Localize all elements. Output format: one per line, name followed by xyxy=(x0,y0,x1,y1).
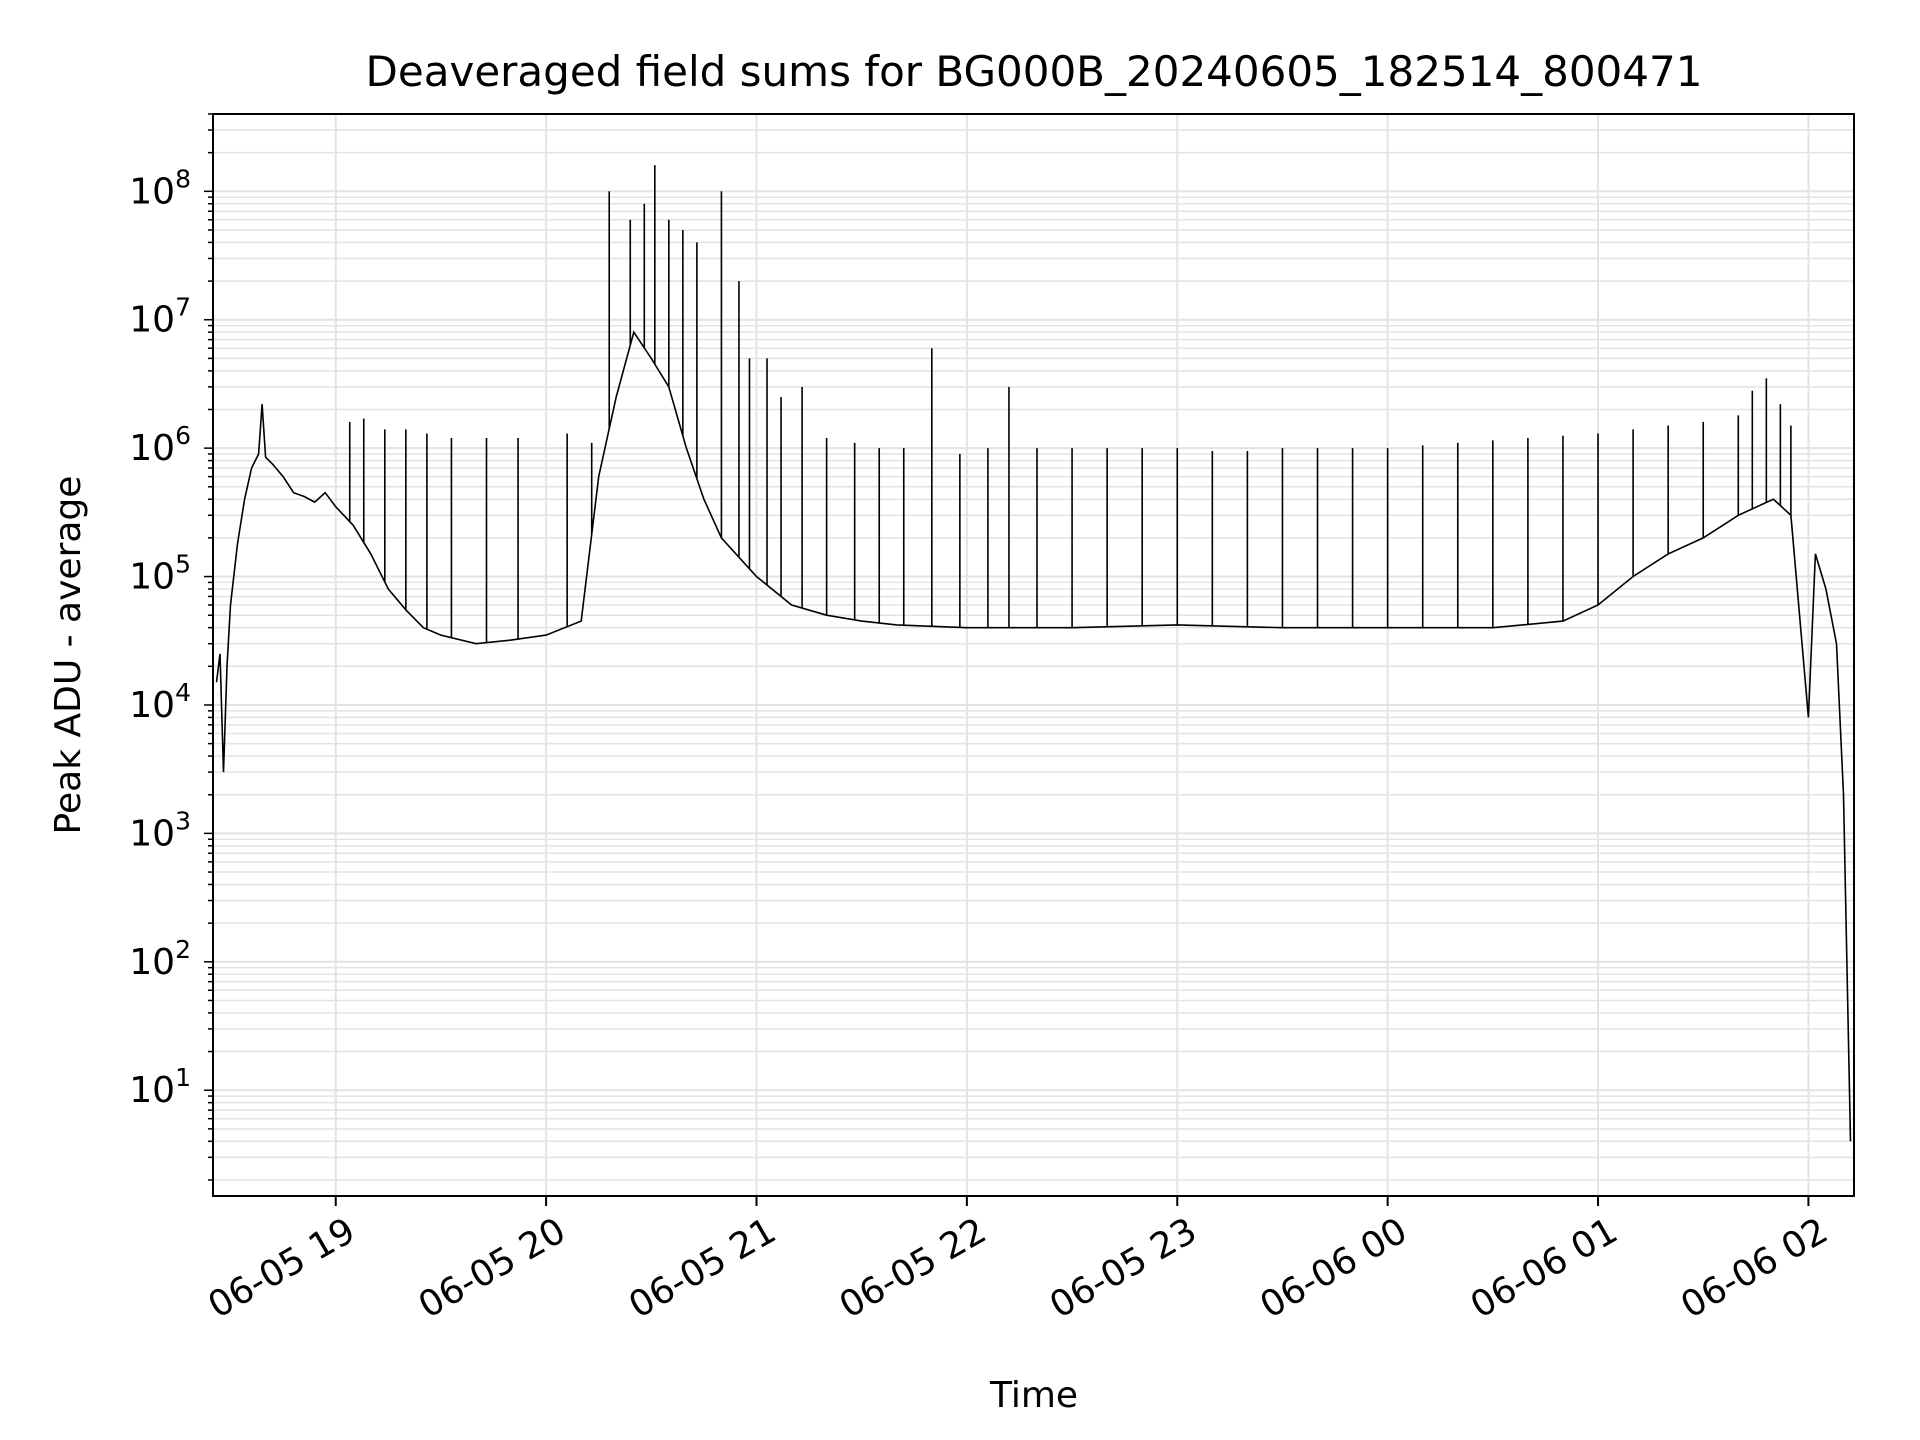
y-tick-base: 10 xyxy=(129,1070,175,1111)
chart-title: Deaveraged field sums for BG000B_2024060… xyxy=(366,47,1703,96)
y-tick-exponent: 6 xyxy=(175,421,191,450)
y-tick-label: 107 xyxy=(129,293,191,341)
y-tick-label: 105 xyxy=(129,550,191,598)
plot-frame xyxy=(212,113,1855,1197)
y-tick-exponent: 3 xyxy=(175,806,191,835)
series-layer xyxy=(215,165,1852,1142)
y-tick-label: 102 xyxy=(129,935,191,983)
y-tick-base: 10 xyxy=(129,557,175,598)
y-tick-exponent: 7 xyxy=(175,293,191,322)
y-tick-exponent: 1 xyxy=(175,1063,191,1092)
y-tick-base: 10 xyxy=(129,685,175,726)
grid xyxy=(213,113,1854,1196)
y-tick-label: 106 xyxy=(129,421,191,469)
y-tick-base: 10 xyxy=(129,171,175,212)
y-tick-label: 103 xyxy=(129,806,191,854)
x-axis-label: Time xyxy=(989,1375,1078,1416)
y-tick-exponent: 8 xyxy=(175,164,191,193)
y-axis-label: Peak ADU - average xyxy=(48,476,89,835)
y-tick-base: 10 xyxy=(129,942,175,983)
y-tick-label: 108 xyxy=(129,164,191,212)
y-tick-base: 10 xyxy=(129,300,175,341)
y-tick-exponent: 4 xyxy=(175,678,191,707)
y-tick-label: 101 xyxy=(129,1063,191,1111)
y-tick-label: 104 xyxy=(129,678,191,726)
y-tick-exponent: 5 xyxy=(175,550,191,579)
y-tick-base: 10 xyxy=(129,428,175,469)
y-tick-base: 10 xyxy=(129,813,175,854)
y-tick-exponent: 2 xyxy=(175,935,191,964)
